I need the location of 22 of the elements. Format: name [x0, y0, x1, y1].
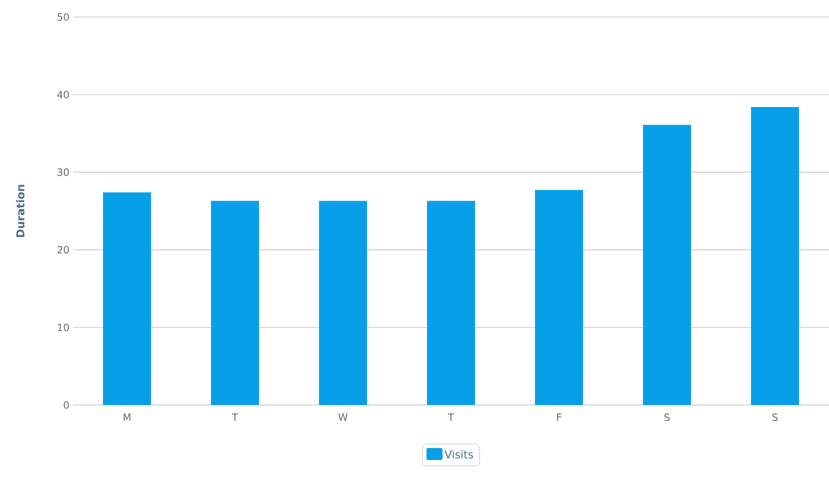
bar — [535, 190, 584, 405]
y-tick-label: 10 — [58, 324, 69, 332]
bar — [211, 200, 259, 405]
y-tick-label: 30 — [58, 168, 69, 176]
y-tick-label: 0 — [64, 401, 69, 409]
x-tick-label: M — [124, 414, 130, 421]
y-tick-label: 40 — [57, 90, 69, 98]
y-tick-label: 20 — [58, 246, 69, 254]
bar — [319, 200, 368, 405]
x-tick-label: S — [772, 414, 778, 422]
bar — [751, 107, 800, 405]
x-tick-label: T — [232, 414, 238, 421]
bar — [103, 192, 151, 405]
x-tick-label: T — [448, 414, 454, 421]
y-axis-title: Duration — [16, 184, 24, 238]
x-tick-label: W — [338, 414, 348, 421]
legend-label: Visits — [444, 450, 474, 459]
x-tick-label: F — [557, 414, 562, 421]
x-tick-label: S — [664, 414, 670, 422]
bar — [427, 200, 476, 405]
bar — [643, 124, 692, 405]
y-tick-label: 50 — [58, 13, 69, 21]
